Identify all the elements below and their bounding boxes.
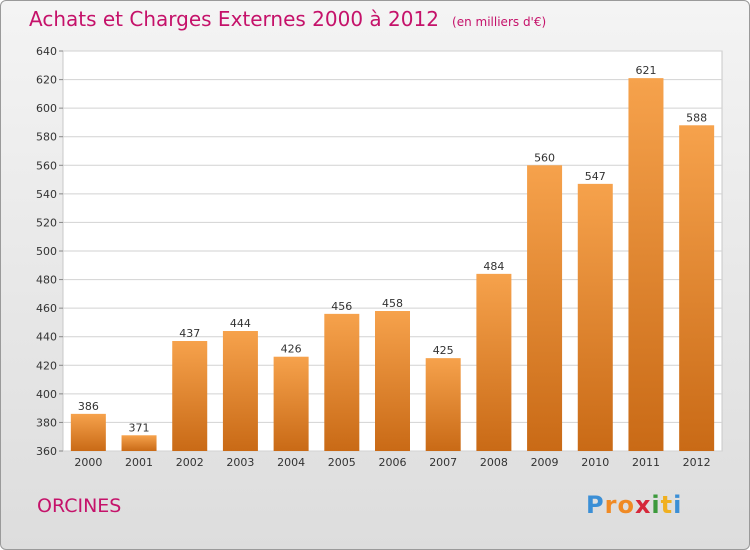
value-label-2001: 371 bbox=[129, 421, 150, 434]
value-label-2008: 484 bbox=[483, 260, 504, 273]
logo-letter: i bbox=[673, 491, 683, 519]
bar-2000 bbox=[70, 413, 106, 451]
x-tick-label: 2003 bbox=[226, 456, 254, 469]
town-name: ORCINES bbox=[37, 495, 122, 517]
bar-2011 bbox=[628, 78, 664, 452]
bars: 386 371 437 444 426 456 458 425 484 560 547 621 588 bbox=[70, 64, 715, 452]
y-tick-label: 620 bbox=[36, 74, 57, 87]
x-tick-label: 2012 bbox=[683, 456, 711, 469]
x-tick-label: 2002 bbox=[176, 456, 204, 469]
bar-2010 bbox=[577, 183, 613, 451]
y-tick-label: 360 bbox=[36, 445, 57, 458]
bar-2001 bbox=[121, 435, 157, 451]
bar-2006 bbox=[375, 311, 410, 451]
y-tick-label: 480 bbox=[36, 274, 57, 287]
y-tick-label: 600 bbox=[36, 102, 57, 115]
x-tick-label: 2007 bbox=[429, 456, 457, 469]
value-label-2002: 437 bbox=[179, 327, 200, 340]
x-tick-label: 2004 bbox=[277, 456, 305, 469]
bar-2002 bbox=[172, 341, 208, 451]
x-tick-label: 2005 bbox=[328, 456, 356, 469]
x-tick-label: 2001 bbox=[125, 456, 153, 469]
logo-letter: x bbox=[634, 491, 652, 519]
logo-letter: o bbox=[617, 491, 635, 519]
y-tick-label: 500 bbox=[36, 245, 57, 258]
x-tick-label: 2008 bbox=[480, 456, 508, 469]
y-tick-label: 420 bbox=[36, 359, 57, 372]
x-tick-label: 2000 bbox=[74, 456, 102, 469]
value-label-2009: 560 bbox=[534, 151, 555, 164]
y-tick-label: 540 bbox=[36, 188, 57, 201]
x-axis-ticks: 2000 2001 2002 2003 2004 2005 2006 2007 2008 2009… bbox=[74, 456, 710, 469]
proxiti-logo[interactable]: Proxiti bbox=[586, 491, 682, 519]
bar-2008 bbox=[476, 273, 512, 451]
y-tick-label: 400 bbox=[36, 388, 57, 401]
bar-2009 bbox=[527, 165, 563, 452]
value-label-2004: 426 bbox=[281, 343, 302, 356]
chart-unit: (en milliers d'€) bbox=[452, 15, 547, 29]
y-tick-label: 580 bbox=[36, 131, 57, 144]
bar-2012 bbox=[679, 125, 715, 452]
bar-2004 bbox=[273, 356, 309, 451]
y-tick-label: 460 bbox=[36, 302, 57, 315]
x-tick-label: 2010 bbox=[581, 456, 609, 469]
title-row: Achats et Charges Externes 2000 à 2012 (… bbox=[29, 7, 546, 31]
value-label-2003: 444 bbox=[230, 317, 251, 330]
value-label-2006: 458 bbox=[382, 297, 403, 310]
logo-letter: t bbox=[660, 491, 674, 519]
value-label-2012: 588 bbox=[686, 111, 707, 124]
value-label-2005: 456 bbox=[331, 300, 352, 313]
value-label-2011: 621 bbox=[635, 64, 656, 77]
logo-letter: P bbox=[586, 491, 605, 519]
y-axis-ticks: 360 380 400 420 440 460 480 500 520 540 560 580 600 6… bbox=[36, 45, 63, 458]
x-tick-label: 2011 bbox=[632, 456, 660, 469]
logo-letter: i bbox=[651, 491, 661, 519]
chart-title: Achats et Charges Externes 2000 à 2012 bbox=[29, 7, 439, 31]
y-tick-label: 640 bbox=[36, 45, 57, 58]
value-label-2007: 425 bbox=[433, 344, 454, 357]
value-label-2000: 386 bbox=[78, 400, 99, 413]
y-tick-label: 560 bbox=[36, 159, 57, 172]
value-label-2010: 547 bbox=[585, 170, 606, 183]
x-tick-label: 2009 bbox=[531, 456, 559, 469]
y-tick-label: 520 bbox=[36, 216, 57, 229]
logo-letter: r bbox=[604, 491, 618, 519]
y-tick-label: 380 bbox=[36, 416, 57, 429]
x-tick-label: 2006 bbox=[379, 456, 407, 469]
bar-2005 bbox=[324, 313, 360, 451]
y-tick-label: 440 bbox=[36, 331, 57, 344]
bar-2003 bbox=[222, 331, 258, 451]
bar-2007 bbox=[425, 358, 461, 451]
